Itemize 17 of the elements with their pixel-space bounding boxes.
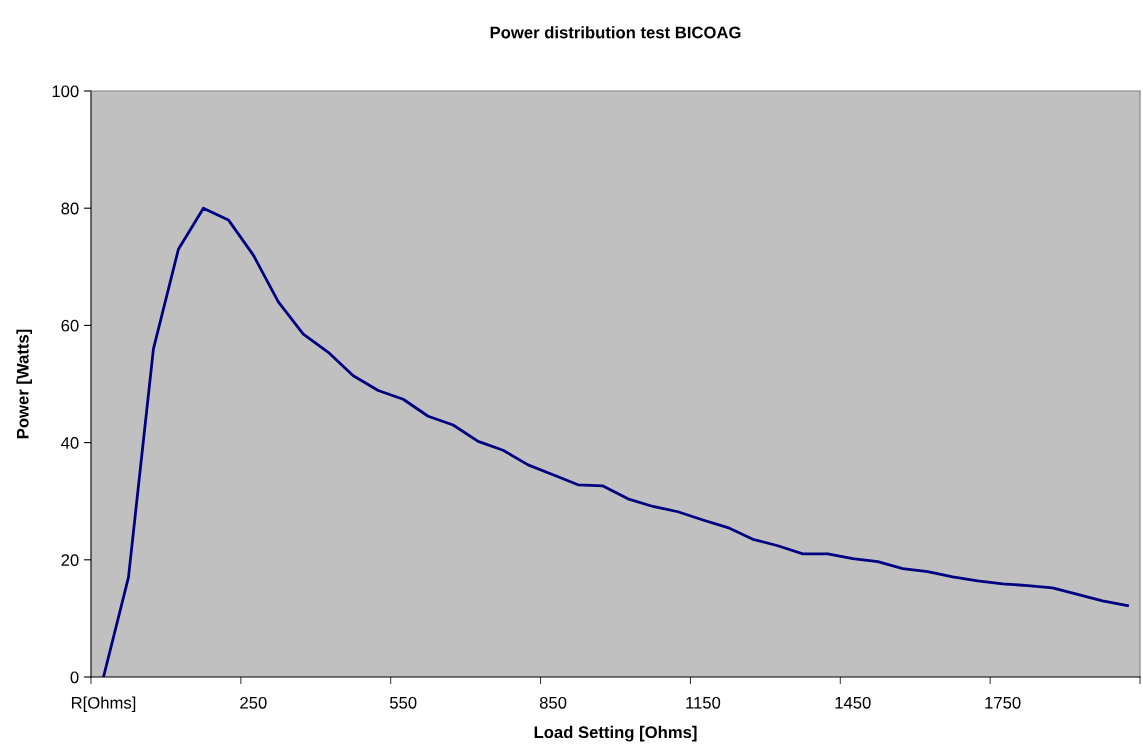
y-axis-title: Power [Watts] [16,329,32,439]
chart-title: Power distribution test BICOAG [490,26,741,39]
x-tick-label: 1450 [835,696,871,709]
x-tick-label: 1750 [985,696,1021,709]
y-tick-label: 40 [61,437,79,449]
y-tick-label: 20 [61,554,79,566]
x-tick-label: 550 [389,696,417,709]
line-series [102,206,1129,677]
y-tick-label: 100 [52,85,79,98]
y-tick-label: 60 [61,319,79,332]
x-tick-label: 1150 [686,696,721,709]
y-tick-label: 80 [61,202,79,215]
x-tick-label: 850 [539,696,567,709]
x-tick-label: R[Ohms] [71,696,136,712]
x-tick-label: 250 [240,696,267,709]
y-tick-label: 0 [70,671,79,684]
x-axis-title: Load Setting [Ohms] [534,725,697,742]
